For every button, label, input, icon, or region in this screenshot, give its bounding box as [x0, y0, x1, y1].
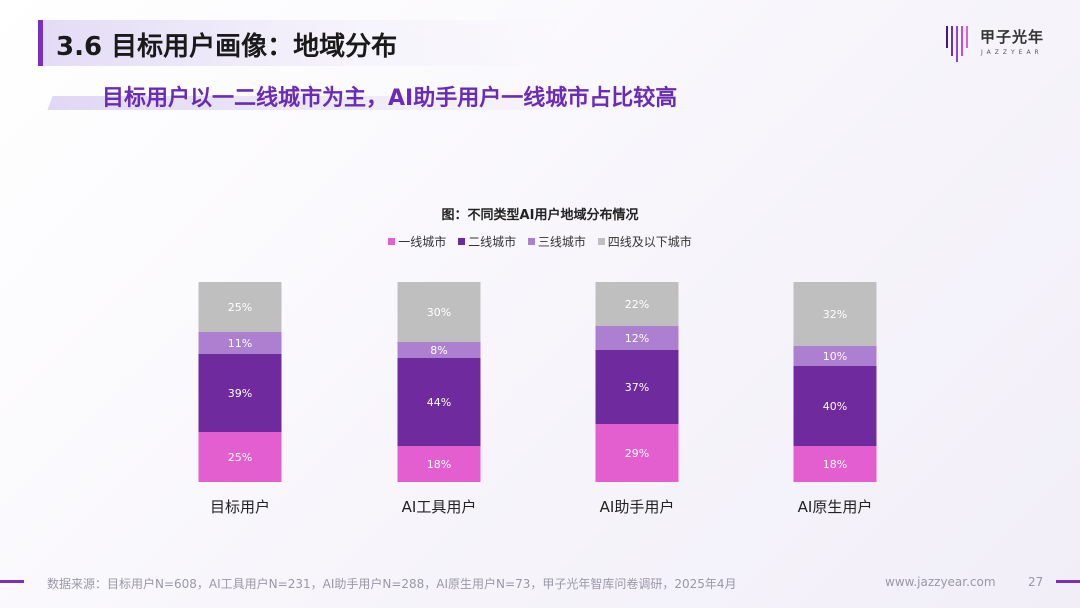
- bar-value-label: 29%: [625, 447, 649, 460]
- bar-segment-2-2: [397, 358, 481, 446]
- legend-item-tier3: 三线城市: [527, 233, 586, 250]
- bar-value-label: 25%: [228, 301, 252, 314]
- footer-accent-left: [0, 580, 24, 583]
- bar-segment-3-4: [793, 346, 877, 366]
- category-label: AI原生用户: [798, 498, 873, 516]
- page-subtitle: 目标用户以一二线城市为主，AI助手用户一线城市占比较高: [102, 86, 678, 111]
- chart-title: 图：不同类型AI用户地域分布情况: [441, 208, 639, 223]
- legend-item-tier4: 四线及以下城市: [597, 233, 692, 250]
- legend-item-tier1: 一线城市: [388, 233, 446, 250]
- footer-accent-right: [1056, 580, 1080, 583]
- bar-value-label: 44%: [427, 396, 451, 409]
- bar-value-label: 22%: [625, 298, 649, 311]
- bar-segment-2-1: [198, 354, 282, 432]
- bar-value-label: 37%: [625, 381, 649, 394]
- category-label: AI助手用户: [600, 498, 675, 516]
- bar-value-label: 30%: [427, 306, 451, 319]
- bar-segment-1-1: [198, 432, 282, 482]
- bar-value-label: 39%: [228, 387, 252, 400]
- bar-value-label: 40%: [823, 400, 847, 413]
- legend-label-tier1: 一线城市: [398, 235, 447, 249]
- bar-segment-1-4: [793, 446, 877, 482]
- bar-segment-4-4: [793, 282, 877, 346]
- bar-segment-2-4: [793, 366, 877, 446]
- legend-swatch-tier4: [597, 238, 605, 245]
- bar-segment-2-3: [595, 350, 679, 424]
- legend-swatch-tier2: [458, 238, 466, 245]
- title-bar: [38, 20, 563, 66]
- bar-segment-4-3: [595, 282, 679, 326]
- page-title: 3.6 目标用户画像：地域分布: [56, 32, 398, 62]
- category-label: 目标用户: [210, 498, 270, 516]
- bar-segment-3-1: [198, 332, 282, 354]
- bar-segment-3-2: [397, 342, 481, 358]
- bar-value-label: 8%: [430, 344, 447, 357]
- logo-text-en: JAZZYEAR: [981, 49, 1043, 56]
- bar-segment-4-1: [198, 282, 282, 332]
- bar-value-label: 32%: [823, 308, 847, 321]
- legend-label-tier3: 三线城市: [537, 235, 586, 249]
- data-source-note: 数据来源：目标用户N=608，AI工具用户N=231，AI助手用户N=288，A…: [47, 577, 737, 591]
- legend-label-tier2: 二线城市: [468, 235, 517, 249]
- legend-swatch-tier1: [388, 238, 396, 245]
- bar-value-label: 11%: [228, 337, 252, 350]
- logo-text-cn: 甲子光年: [980, 28, 1045, 46]
- legend-swatch-tier3: [527, 238, 535, 245]
- jazzyear-logo-mark-icon: [946, 26, 968, 62]
- brand-logo: 甲子光年 JAZZYEAR: [945, 22, 1055, 66]
- bar-value-label: 12%: [625, 332, 649, 345]
- footer-url: www.jazzyear.com: [885, 575, 996, 589]
- bar-segment-1-3: [595, 424, 679, 482]
- bar-segment-3-3: [595, 326, 679, 350]
- bar-value-label: 25%: [228, 451, 252, 464]
- legend-label-tier4: 四线及以下城市: [607, 235, 692, 249]
- bar-segment-4-2: [397, 282, 481, 342]
- page-number: 27: [1028, 575, 1044, 589]
- legend-item-tier2: 二线城市: [458, 233, 516, 250]
- bar-segment-1-2: [397, 446, 481, 482]
- bar-value-label: 10%: [823, 350, 847, 363]
- chart-legend: 一线城市 二线城市 三线城市 四线及以下城市: [0, 233, 1080, 250]
- bar-value-label: 18%: [427, 458, 451, 471]
- bar-value-label: 18%: [823, 458, 847, 471]
- category-label: AI工具用户: [402, 498, 477, 516]
